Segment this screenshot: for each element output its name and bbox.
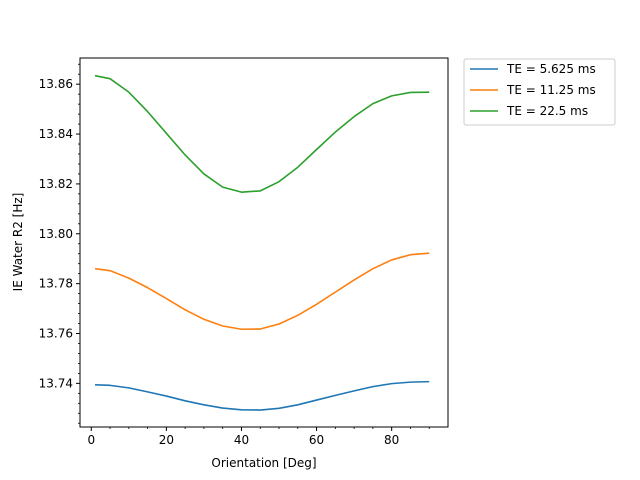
y-tick-label: 13.74: [39, 376, 73, 390]
legend-label: TE = 11.25 ms: [506, 83, 596, 97]
y-tick-label: 13.82: [39, 177, 73, 191]
series-line-1: [94, 380, 430, 411]
y-tick-label: 13.86: [39, 77, 73, 91]
y-axis-label: IE Water R2 [Hz]: [11, 193, 25, 292]
x-tick-label: 80: [384, 433, 399, 447]
legend-label: TE = 5.625 ms: [506, 62, 596, 76]
legend-label: TE = 22.5 ms: [506, 104, 588, 118]
y-tick-label: 13.78: [39, 277, 73, 291]
series-line-3: [94, 74, 430, 193]
axes-frame: [79, 57, 449, 428]
plot-area: [79, 57, 449, 428]
x-tick-label: 0: [87, 433, 95, 447]
y-tick-label: 13.84: [39, 127, 73, 141]
legend: TE = 5.625 ms TE = 11.25 ms TE = 22.5 ms: [463, 58, 616, 126]
series-line-2: [94, 252, 430, 331]
legend-box: [463, 58, 616, 126]
y-tick-label: 13.76: [39, 327, 73, 341]
x-tick-label: 40: [234, 433, 249, 447]
series-layer: [94, 74, 430, 411]
y-axis: 13.74 13.76 13.78 13.80 13.82 13.84 13.86: [39, 63, 80, 424]
x-tick-label: 60: [309, 433, 324, 447]
x-tick-label: 20: [159, 433, 174, 447]
y-tick-label: 13.80: [39, 227, 73, 241]
x-axis: 0 20 40 60 80: [87, 427, 430, 447]
x-axis-label: Orientation [Deg]: [211, 456, 316, 470]
